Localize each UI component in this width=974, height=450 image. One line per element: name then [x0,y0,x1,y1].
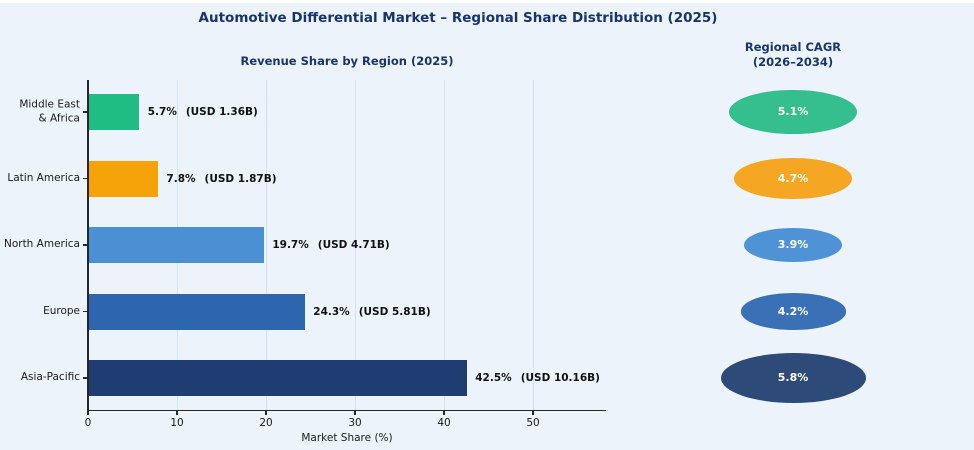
gridline [266,80,267,410]
bar-middle-east-africa [88,94,140,130]
usd-value: (USD 1.36B) [185,106,258,118]
y-tick [83,111,87,113]
y-tick [83,177,87,180]
category-label-north-america: North America [3,238,80,251]
x-tick [87,411,89,415]
category-label-latin-america: Latin America [7,171,80,184]
x-tick-label: 20 [259,417,273,429]
bar-value-label: 42.5% (USD 10.16B) [475,372,600,384]
y-tick [83,244,87,246]
x-tick-label: 10 [170,417,184,429]
bar-asia-pacific [88,360,467,396]
share-value: 24.3% [313,305,350,318]
share-value: 19.7% [272,239,309,251]
x-tick-label: 40 [437,417,451,429]
x-tick [443,411,445,415]
x-tick-label: 50 [526,417,540,429]
x-tick [176,411,178,415]
share-value: 42.5% [475,372,512,384]
cagr-panel-title-line2: (2026–2034) [752,54,834,69]
cagr-panel-title: Regional CAGR (2026–2034) [703,40,883,70]
bar-value-label: 19.7% (USD 4.71B) [272,239,389,251]
cagr-bubble-latin-america: 4.7% [734,158,852,199]
cagr-panel-title-line1: Regional CAGR [744,40,842,54]
bar-europe [88,293,305,330]
bar-chart-subtitle: Revenue Share by Region (2025) [240,54,454,68]
x-tick [265,411,267,415]
usd-value: (USD 4.71B) [317,239,390,251]
x-tick-label: 0 [84,417,92,429]
usd-value: (USD 5.81B) [358,305,431,318]
y-axis-spine [87,80,89,410]
x-tick-label: 30 [348,417,362,429]
gridline [355,80,356,410]
x-tick [354,411,356,415]
category-label-asia-pacific: Asia-Pacific [20,371,80,384]
y-tick [83,377,87,379]
x-axis-label: Market Share (%) [301,432,393,444]
cagr-bubble-europe: 4.2% [740,293,846,330]
bar-value-label: 7.8% (USD 1.87B) [166,173,276,185]
cagr-bubble-asia-pacific: 5.8% [720,353,866,403]
gridline [444,80,445,410]
gridline [533,80,534,410]
category-label-europe: Europe [43,304,80,317]
usd-value: (USD 1.87B) [204,172,277,185]
x-axis-spine [87,409,606,411]
cagr-bubble-middle-east-africa: 5.1% [729,90,857,134]
share-value: 7.8% [166,172,196,185]
chart-title: Automotive Differential Market – Regiona… [198,10,718,26]
category-label-middle-east-africa: Middle East & Africa [19,98,80,124]
x-tick [532,411,534,415]
bar-north-america [88,227,264,263]
usd-value: (USD 10.16B) [520,372,600,384]
bar-value-label: 24.3% (USD 5.81B) [313,306,430,318]
bar-value-label: 5.7% (USD 1.36B) [148,106,258,118]
share-value: 5.7% [147,106,177,118]
cagr-bubble-north-america: 3.9% [744,228,842,262]
y-tick [83,310,87,313]
bar-latin-america [88,160,158,197]
